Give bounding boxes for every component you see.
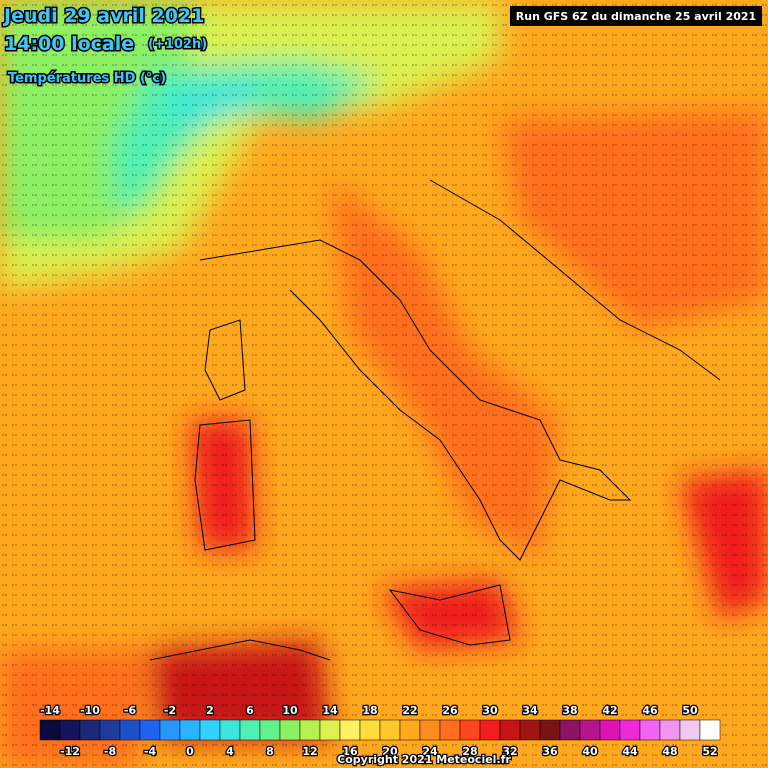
run-info: Run GFS 6Z du dimanche 25 avril 2021 xyxy=(516,10,756,23)
legend-cell xyxy=(479,719,501,741)
legend-cell xyxy=(99,719,121,741)
run-box xyxy=(510,6,762,26)
legend-cell xyxy=(599,719,621,741)
legend-label: 8 xyxy=(266,745,274,758)
legend-label: 38 xyxy=(562,704,577,717)
legend-cell xyxy=(439,719,461,741)
legend-cell xyxy=(699,719,721,741)
legend-label: 4 xyxy=(226,745,234,758)
coastlines xyxy=(149,179,721,661)
legend-label: 18 xyxy=(362,704,377,717)
legend-label: -6 xyxy=(124,704,137,717)
legend-label: -14 xyxy=(40,704,60,717)
legend-label: 48 xyxy=(662,745,677,758)
copyright: Copyright 2021 Meteociel.fr xyxy=(337,753,511,766)
legend-label: 22 xyxy=(402,704,417,717)
legend-cell xyxy=(39,719,61,741)
legend-label: -10 xyxy=(80,704,100,717)
legend-label: 14 xyxy=(322,704,338,717)
legend-label: 10 xyxy=(282,704,298,717)
legend-cell xyxy=(359,719,381,741)
legend-cell xyxy=(59,719,81,741)
legend-label: 26 xyxy=(442,704,458,717)
legend-label: 44 xyxy=(622,745,638,758)
legend-cell xyxy=(619,719,641,741)
legend-label: 52 xyxy=(702,745,717,758)
legend-cell xyxy=(419,719,441,741)
legend-label: 12 xyxy=(302,745,317,758)
legend-label: 32 xyxy=(502,745,517,758)
color-legend: -14-12-10-8-6-4-202468101214161820222426… xyxy=(39,703,721,759)
legend-label: 6 xyxy=(246,704,254,717)
legend-label: 42 xyxy=(602,704,617,717)
legend-cell xyxy=(639,719,661,741)
legend-cell xyxy=(239,719,261,741)
legend-cell xyxy=(499,719,521,741)
legend-cell xyxy=(79,719,101,741)
legend-cell xyxy=(199,719,221,741)
legend-cell xyxy=(319,719,341,741)
legend-label: 50 xyxy=(682,704,698,717)
field-name: Températures HD (°c) xyxy=(8,71,166,86)
legend-cell xyxy=(299,719,321,741)
legend-label: 28 xyxy=(462,745,477,758)
legend-cell xyxy=(659,719,681,741)
legend-label: -12 xyxy=(60,745,80,758)
legend-label: 46 xyxy=(642,704,658,717)
legend-label: 16 xyxy=(342,745,358,758)
legend-label: 30 xyxy=(482,704,498,717)
legend-cell xyxy=(159,719,181,741)
legend-label: -8 xyxy=(104,745,116,758)
legend-cell xyxy=(279,719,301,741)
legend-cell xyxy=(539,719,561,741)
legend-label: 36 xyxy=(542,745,558,758)
legend-cell xyxy=(119,719,141,741)
legend-label: 40 xyxy=(582,745,598,758)
legend-label: 0 xyxy=(186,745,194,758)
legend-cell xyxy=(679,719,701,741)
forecast-time: 14:00 locale xyxy=(4,33,134,55)
legend-cell xyxy=(379,719,401,741)
legend-cell xyxy=(519,719,541,741)
legend-label: -2 xyxy=(164,704,176,717)
legend-cell xyxy=(219,719,241,741)
legend-cell xyxy=(399,719,421,741)
legend-label: 24 xyxy=(422,745,438,758)
legend-cell xyxy=(139,719,161,741)
legend-cell xyxy=(559,719,581,741)
legend-cell xyxy=(579,719,601,741)
forecast-date: Jeudi 29 avril 2021 xyxy=(2,5,204,27)
legend-label: -4 xyxy=(144,745,157,758)
legend-label: 34 xyxy=(522,704,538,717)
legend-cell xyxy=(259,719,281,741)
legend-label: 2 xyxy=(206,704,214,717)
legend-cell xyxy=(179,719,201,741)
lead-time: (+102h) xyxy=(148,37,207,52)
legend-label: 20 xyxy=(382,745,398,758)
legend-cell xyxy=(339,719,361,741)
legend-cell xyxy=(459,719,481,741)
